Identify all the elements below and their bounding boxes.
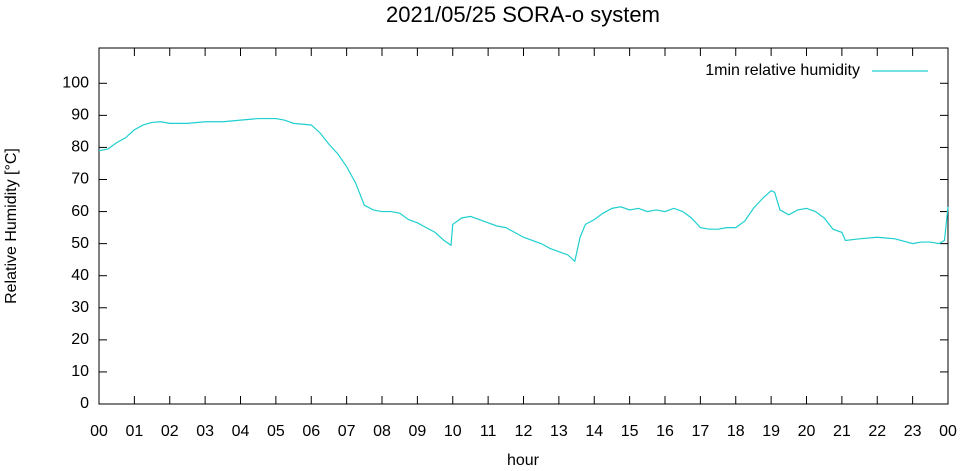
x-tick-label: 18	[727, 423, 745, 440]
x-tick-label: 07	[338, 423, 356, 440]
legend-label: 1min relative humidity	[705, 62, 860, 79]
x-axis-label: hour	[507, 452, 540, 469]
x-tick-label: 00	[90, 423, 108, 440]
data-line	[98, 117, 949, 263]
x-tick-label: 21	[833, 423, 851, 440]
x-tick-label: 13	[550, 423, 568, 440]
x-tick-label: 05	[267, 423, 285, 440]
y-tick-label: 10	[71, 363, 89, 380]
x-tick-label: 15	[621, 423, 639, 440]
y-tick-label: 60	[71, 203, 89, 220]
x-tick-label: 23	[904, 423, 922, 440]
plot-frame	[98, 47, 949, 405]
y-tick-label: 40	[71, 267, 89, 284]
x-tick-label: 10	[444, 423, 462, 440]
y-tick-label: 50	[71, 235, 89, 252]
x-tick-label: 01	[125, 423, 143, 440]
y-tick-label: 80	[71, 139, 89, 156]
y-axis-label: Relative Humidity [°C]	[3, 148, 20, 304]
x-tick-label: 20	[798, 423, 816, 440]
x-tick-label: 17	[691, 423, 709, 440]
x-tick-label: 02	[161, 423, 179, 440]
y-tick-label: 0	[80, 395, 89, 412]
x-tick-label: 06	[302, 423, 320, 440]
y-tick-label: 20	[71, 331, 89, 348]
x-tick-label: 04	[232, 423, 250, 440]
y-tick-label: 90	[71, 107, 89, 124]
x-tick-label: 19	[762, 423, 780, 440]
x-tick-label: 16	[656, 423, 674, 440]
chart-title: 2021/05/25 SORA-o system	[386, 2, 660, 27]
x-tick-label: 11	[480, 423, 497, 440]
x-tick-label: 12	[515, 423, 533, 440]
x-tick-label: 03	[196, 423, 214, 440]
x-tick-label: 14	[585, 423, 603, 440]
x-tick-label: 09	[408, 423, 426, 440]
y-tick-label: 100	[62, 74, 89, 91]
x-tick-label: 08	[373, 423, 391, 440]
y-tick-label: 30	[71, 299, 89, 316]
y-tick-label: 70	[71, 171, 89, 188]
x-tick-label: 00	[939, 423, 957, 440]
x-tick-label: 22	[868, 423, 886, 440]
